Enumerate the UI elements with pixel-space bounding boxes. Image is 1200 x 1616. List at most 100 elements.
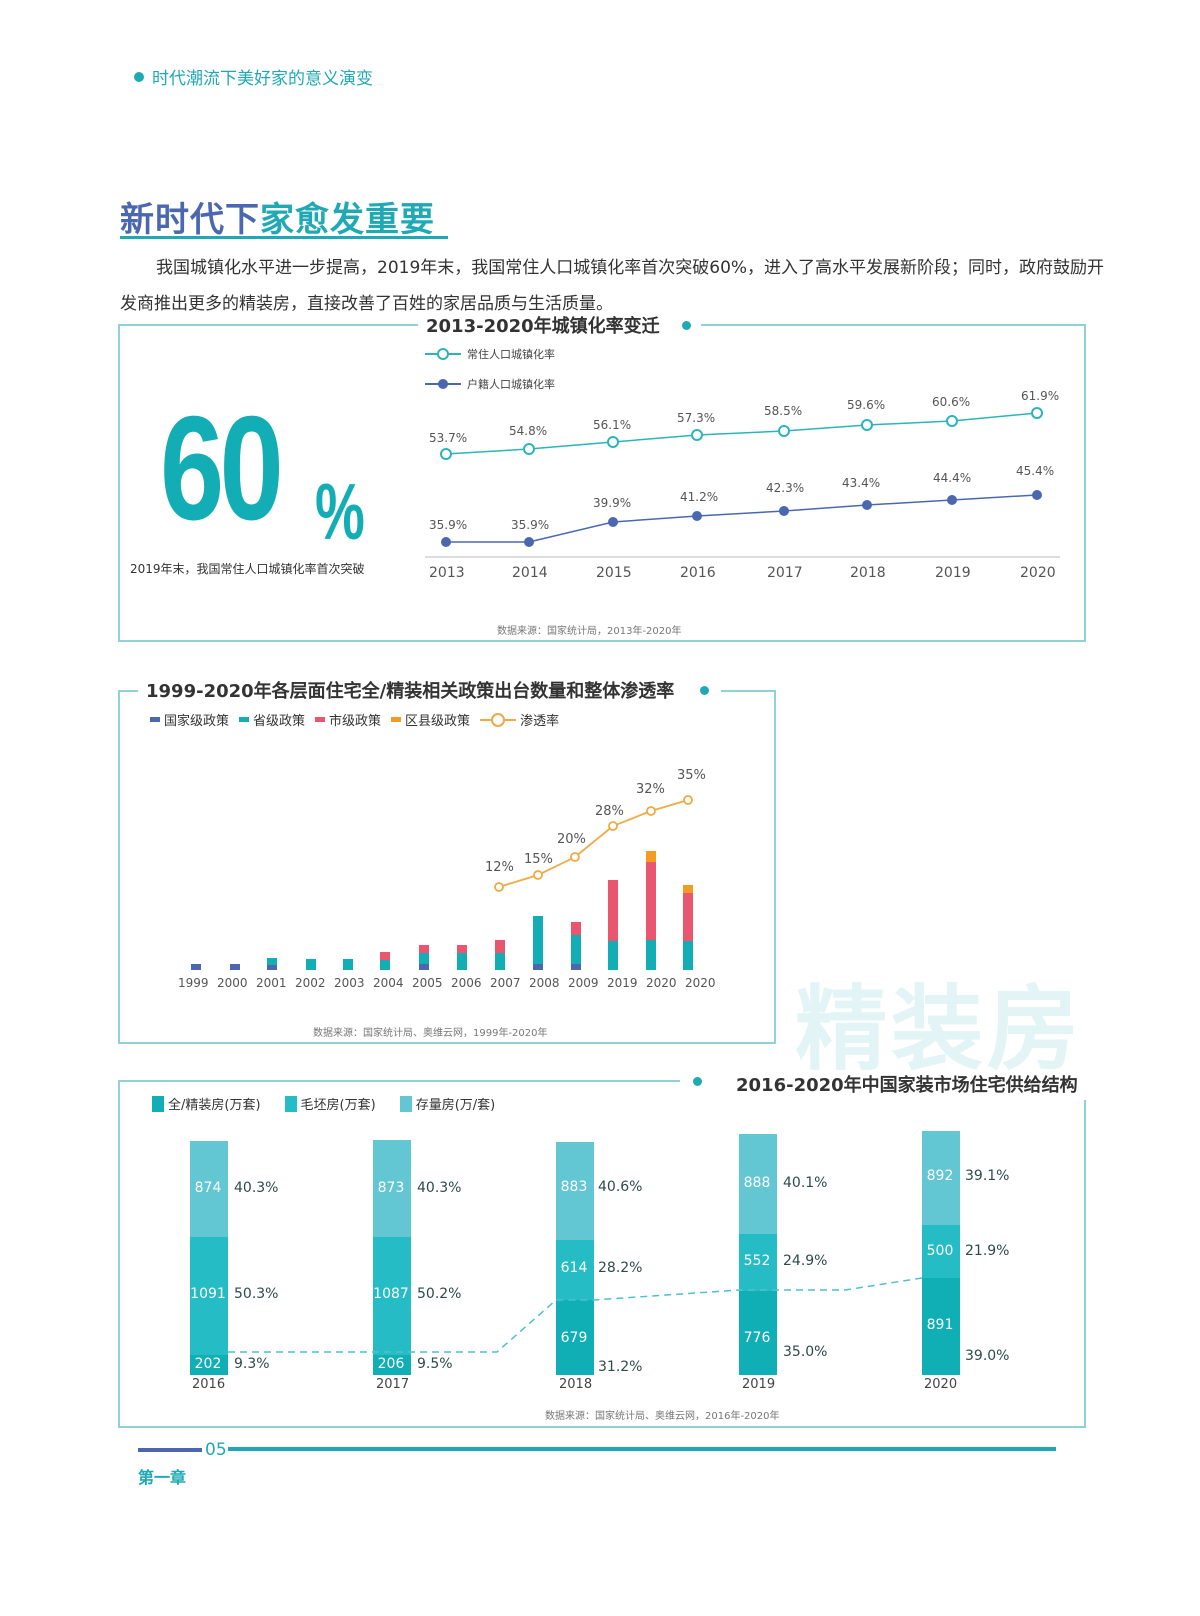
page-title-part2: 家愈发重要 xyxy=(260,200,435,240)
penetration-label: 35% xyxy=(677,768,706,783)
bar-value: 500 xyxy=(926,1243,954,1259)
legend-item-national: 国家级政策 xyxy=(150,710,229,729)
data-label: 41.2% xyxy=(680,490,719,504)
legend-item-county: 区县级政策 xyxy=(391,710,470,729)
data-label: 42.3% xyxy=(766,481,805,495)
bar-value: 892 xyxy=(926,1168,954,1184)
penetration-label: 32% xyxy=(636,782,665,797)
data-label: 57.3% xyxy=(677,411,716,425)
data-label: 59.6% xyxy=(847,398,886,412)
bar-pct: 21.9% xyxy=(965,1243,1010,1259)
legend-label: 毛坯房(万套) xyxy=(300,1098,376,1113)
swatch-icon xyxy=(150,717,160,722)
x-tick: 2005 xyxy=(412,976,443,990)
legend-label: 渗透率 xyxy=(520,714,560,729)
watermark-text: 精装房 xyxy=(795,976,1084,1083)
x-tick: 2013 xyxy=(429,565,465,581)
bar-value: 552 xyxy=(743,1253,771,1269)
x-tick: 2020 xyxy=(646,976,677,990)
legend-label: 户籍人口城镇化率 xyxy=(467,378,555,391)
x-tick: 2004 xyxy=(373,976,404,990)
bar-pct: 9.5% xyxy=(417,1356,453,1372)
title-dot-icon xyxy=(681,320,691,330)
policy-x-axis: 1999 2000 2001 2002 2003 2004 2005 2006 … xyxy=(178,976,718,990)
legend-item-registered: 户籍人口城镇化率 xyxy=(425,376,555,392)
supply-panel xyxy=(118,1080,1086,1428)
legend-label: 存量房(万/套) xyxy=(415,1098,496,1113)
x-tick: 2007 xyxy=(490,976,521,990)
filled-circle-line-icon xyxy=(425,379,461,389)
bar-value: 614 xyxy=(560,1260,588,1276)
supply-legend: 全/精装房(万套) 毛坯房(万套) 存量房(万/套) xyxy=(152,1094,495,1113)
data-source: 数据来源：国家统计局，2013年-2020年 xyxy=(497,626,682,637)
legend-item-resident: 常住人口城镇化率 xyxy=(425,346,555,362)
bar-value: 206 xyxy=(377,1356,405,1372)
penetration-label: 15% xyxy=(524,852,553,867)
legend-item-city: 市级政策 xyxy=(315,710,381,729)
bar-pct: 40.3% xyxy=(417,1180,462,1196)
x-tick: 2018 xyxy=(850,565,886,581)
swatch-icon xyxy=(284,1095,297,1112)
bar-pct: 40.1% xyxy=(783,1175,828,1191)
x-tick: 2001 xyxy=(256,976,287,990)
data-label: 45.4% xyxy=(1016,464,1055,478)
swatch-icon xyxy=(399,1095,412,1112)
legend-item-provincial: 省级政策 xyxy=(239,710,305,729)
legend-label: 区县级政策 xyxy=(405,714,471,729)
data-source: 数据来源：国家统计局、奥维云网，2016年-2020年 xyxy=(545,1411,780,1422)
title-dot-icon xyxy=(693,1077,702,1086)
footer-rule-left xyxy=(138,1448,202,1452)
urbanization-chart-header: 2013-2020年城镇化率变迁 xyxy=(418,312,701,338)
bar-pct: 35.0% xyxy=(783,1344,828,1360)
legend-label: 常住人口城镇化率 xyxy=(467,348,555,361)
hollow-circle-line-icon xyxy=(425,348,461,360)
x-tick: 2018 xyxy=(559,1377,593,1392)
bullet-dot-icon xyxy=(134,71,144,82)
data-label: 35.9% xyxy=(429,518,468,532)
data-label: 53.7% xyxy=(429,431,468,445)
bar-value: 883 xyxy=(560,1179,588,1195)
x-tick: 2020 xyxy=(685,976,716,990)
bar-pct: 40.6% xyxy=(598,1179,643,1195)
bar-value: 1087 xyxy=(373,1286,409,1302)
policy-chart-title: 1999-2020年各层面住宅全/精装相关政策出台数量和整体渗透率 xyxy=(138,677,683,703)
title-dot-icon xyxy=(700,685,710,695)
policy-legend: 国家级政策 省级政策 市级政策 区县级政策 渗透率 xyxy=(150,710,560,729)
data-label: 61.9% xyxy=(1021,389,1060,403)
x-tick: 2019 xyxy=(935,565,971,581)
highlight-unit: % xyxy=(315,467,365,556)
supply-stacked-bar-chart xyxy=(190,1131,960,1375)
bar-value: 679 xyxy=(560,1330,588,1346)
data-label: 39.9% xyxy=(593,496,632,510)
bar-pct: 24.9% xyxy=(783,1253,828,1269)
x-tick: 1999 xyxy=(178,976,209,990)
page-title: 新时代下家愈发重要 xyxy=(120,192,435,241)
bar-value: 873 xyxy=(377,1180,405,1196)
urbanization-line-chart xyxy=(425,407,1060,558)
legend-label: 市级政策 xyxy=(329,714,382,729)
swatch-icon xyxy=(239,717,250,722)
legend-label: 省级政策 xyxy=(253,714,306,729)
bar-value: 874 xyxy=(194,1180,222,1196)
x-tick: 2006 xyxy=(451,976,482,990)
data-label: 60.6% xyxy=(932,395,971,409)
bar-value: 888 xyxy=(743,1175,771,1191)
legend-label: 全/精装房(万套) xyxy=(168,1098,261,1113)
x-tick: 2003 xyxy=(334,976,365,990)
data-source: 数据来源：国家统计局、奥维云网，1999年-2020年 xyxy=(313,1028,548,1039)
x-tick: 2008 xyxy=(529,976,560,990)
swatch-icon xyxy=(315,717,326,722)
legend-item-penetration: 渗透率 xyxy=(480,710,559,729)
x-tick: 2009 xyxy=(568,976,599,990)
data-label: 43.4% xyxy=(842,476,881,490)
title-underline xyxy=(120,236,448,239)
swatch-icon xyxy=(391,717,402,722)
highlight-number: 60 xyxy=(160,386,284,551)
legend-item-rough: 毛坯房(万套) xyxy=(284,1094,376,1113)
x-tick: 2000 xyxy=(217,976,248,990)
bar-value: 891 xyxy=(926,1317,954,1333)
x-tick: 2002 xyxy=(295,976,326,990)
page-number: 05 xyxy=(205,1440,227,1460)
bar-value: 1091 xyxy=(190,1286,226,1302)
section-tag: 时代潮流下美好家的意义演变 xyxy=(134,64,373,89)
